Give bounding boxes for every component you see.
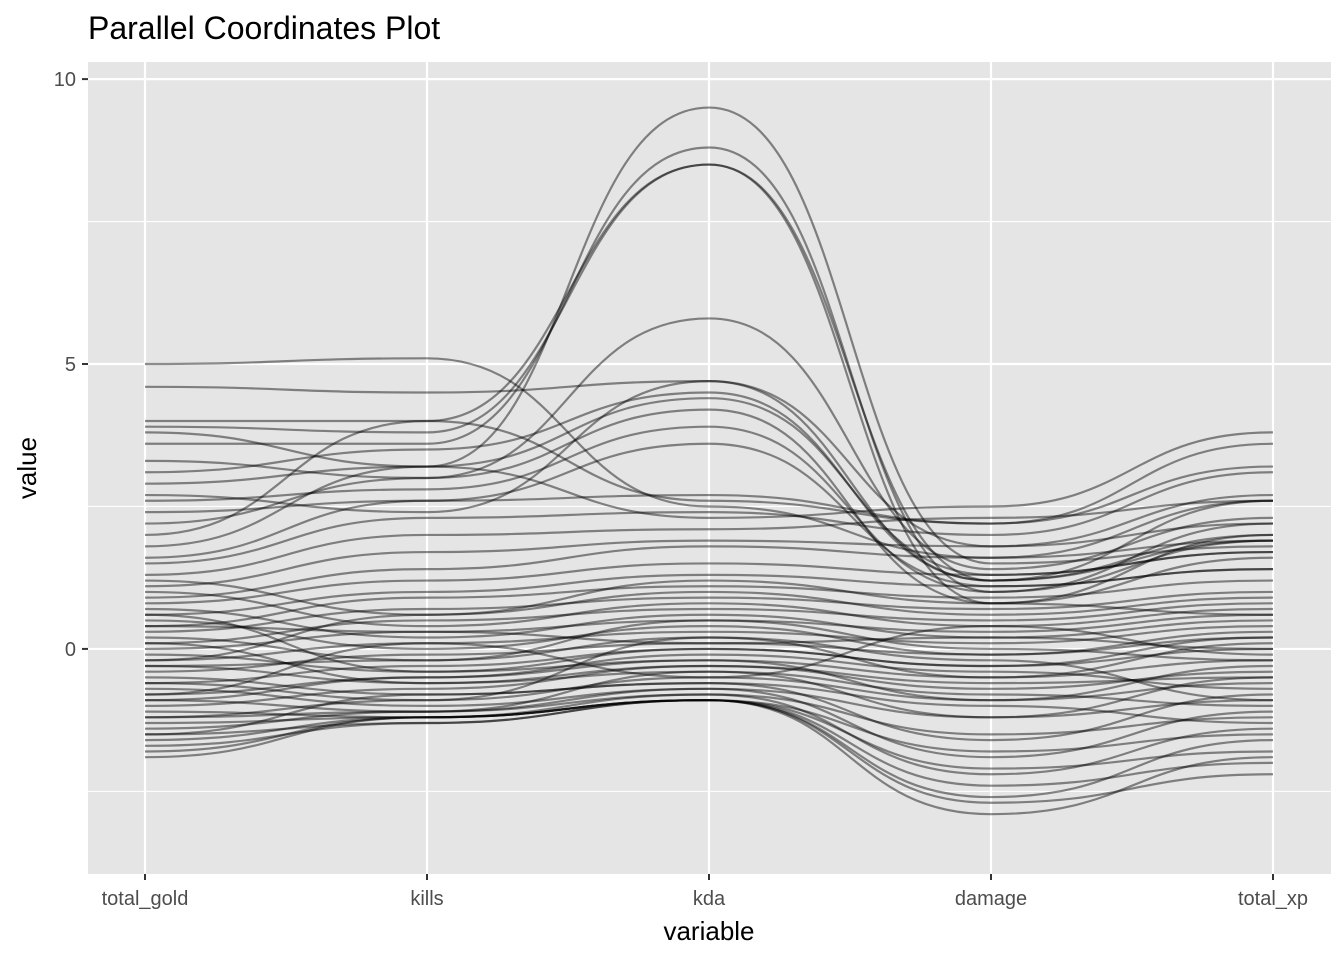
series-line [144,636,1274,679]
series-line [144,693,1274,742]
x-tick-label-kills: kills [410,888,443,910]
series-line [144,676,1274,742]
series-line [144,619,1274,656]
series-line [144,699,1274,799]
series-line [144,579,1274,662]
x-tick-label-total_xp: total_xp [1238,888,1308,910]
series-line [144,653,1274,702]
series-line [144,619,1274,668]
series-line [144,607,1274,639]
grid-lines [88,62,1331,874]
series-line [144,397,1274,576]
series-line [144,471,1274,565]
series-line [144,590,1274,628]
series-line [144,659,1274,696]
chart-title: Parallel Coordinates Plot [88,10,440,46]
series-line [144,699,1274,804]
x-tick-label-damage: damage [955,888,1027,910]
series-line [144,664,1274,719]
y-tick-label: 5 [65,354,76,376]
series-line [144,442,1274,559]
series-line [144,676,1274,719]
series-line [144,380,1274,582]
series-line [144,408,1274,605]
x-tick-label-kda: kda [693,888,726,910]
series-line [144,431,1274,548]
y-tick-label: 10 [54,69,76,91]
series-line [144,568,1274,616]
series-line [144,602,1274,645]
y-tick-label: 0 [65,639,76,661]
y-axis-title: value [12,437,42,499]
series-line [144,613,1274,673]
series-line [144,699,1274,770]
series-line [144,522,1274,588]
series-line [144,613,1274,651]
series-line [144,146,1274,594]
series-line [144,625,1274,662]
series-line [144,670,1274,719]
series-line [144,653,1274,702]
x-axis: total_gold kills kda damage total_xp [102,874,1308,910]
series-line [144,687,1274,759]
series-line [144,693,1274,776]
series-line [144,425,1274,594]
series-line [144,539,1274,599]
x-tick-label-total_gold: total_gold [102,888,189,910]
series-line [144,699,1274,816]
series-line [144,625,1274,696]
series-line [144,499,1274,576]
series-line [144,625,1274,651]
series-line [144,106,1274,565]
series-line [144,636,1274,673]
series-line [144,550,1274,605]
x-axis-title: variable [663,916,754,946]
series-line [144,579,1274,628]
series-line [144,163,1274,582]
series-line [144,682,1274,736]
series-line [144,442,1274,588]
series-line [144,636,1274,702]
series-line [144,380,1274,548]
series-line [144,357,1274,559]
y-axis: 0 5 10 [54,69,88,661]
series-line [144,317,1274,571]
series-line [145,163,1274,605]
series-line [144,391,1274,582]
series-line [144,699,1274,753]
series-line [144,642,1274,685]
series-line [144,579,1274,616]
series-line [144,590,1274,633]
series-line [144,664,1274,708]
series-line [144,647,1274,685]
data-lines [144,106,1274,816]
series-line [144,419,1274,537]
series-line [144,687,1274,730]
series-line [144,699,1274,787]
